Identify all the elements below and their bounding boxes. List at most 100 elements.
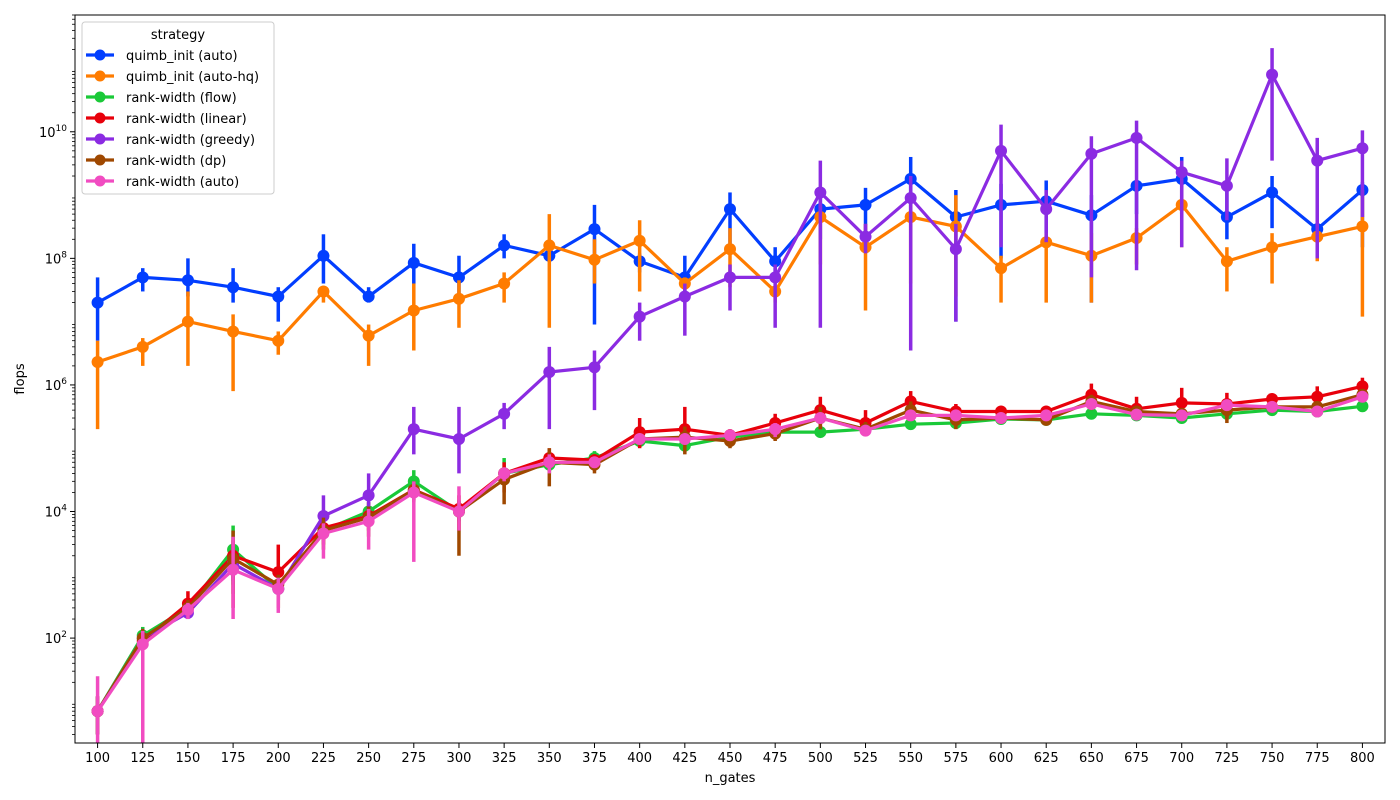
data-point bbox=[814, 186, 827, 199]
data-point bbox=[452, 292, 465, 305]
data-point bbox=[995, 144, 1008, 157]
x-tick-label: 525 bbox=[853, 751, 878, 766]
x-tick-label: 100 bbox=[85, 751, 110, 766]
data-point bbox=[1356, 220, 1369, 233]
data-point bbox=[1356, 380, 1369, 393]
data-point bbox=[588, 253, 601, 266]
data-point bbox=[91, 296, 104, 309]
data-point bbox=[1085, 407, 1098, 420]
data-point bbox=[498, 277, 511, 290]
legend-marker bbox=[94, 112, 106, 124]
x-tick-label: 425 bbox=[672, 751, 697, 766]
y-tick-exponent: 8 bbox=[61, 250, 67, 260]
data-point bbox=[904, 409, 917, 422]
data-point bbox=[136, 638, 149, 651]
data-point bbox=[272, 582, 285, 595]
data-point bbox=[452, 505, 465, 518]
x-tick-label: 600 bbox=[989, 751, 1014, 766]
legend-label: rank-width (linear) bbox=[126, 112, 247, 127]
y-tick-exponent: 6 bbox=[61, 377, 67, 387]
data-point bbox=[1311, 154, 1324, 167]
legend-label: rank-width (greedy) bbox=[126, 133, 255, 148]
x-tick-label: 175 bbox=[221, 751, 246, 766]
x-axis: 100 125 150 175 200 225 250 275 300 325 350 375 400 4… bbox=[85, 743, 1375, 766]
y-tick-base: 10 bbox=[45, 252, 62, 267]
data-point bbox=[1040, 203, 1053, 216]
data-point bbox=[814, 412, 827, 425]
y-tick-base: 10 bbox=[45, 632, 62, 647]
x-tick-label: 375 bbox=[582, 751, 607, 766]
x-tick-label: 275 bbox=[401, 751, 426, 766]
data-point bbox=[1130, 408, 1143, 421]
y-tick-label: 1010 bbox=[39, 124, 67, 141]
x-tick-label: 325 bbox=[492, 751, 517, 766]
data-point bbox=[1311, 390, 1324, 403]
data-point bbox=[407, 486, 420, 499]
x-tick-label: 250 bbox=[356, 751, 381, 766]
legend-label: quimb_init (auto) bbox=[126, 49, 238, 64]
y-tick-label: 102 bbox=[45, 630, 67, 647]
data-point bbox=[769, 423, 782, 436]
x-tick-label: 225 bbox=[311, 751, 336, 766]
data-point bbox=[1311, 405, 1324, 418]
legend-title: strategy bbox=[151, 28, 206, 43]
data-point bbox=[1356, 142, 1369, 155]
series-6 bbox=[91, 390, 1369, 743]
legend-marker bbox=[94, 133, 106, 145]
y-tick-base: 10 bbox=[45, 379, 62, 394]
x-tick-label: 150 bbox=[176, 751, 201, 766]
data-point bbox=[1356, 390, 1369, 403]
data-point bbox=[1220, 255, 1233, 268]
data-point bbox=[588, 361, 601, 374]
data-point bbox=[995, 412, 1008, 425]
x-tick-label: 475 bbox=[763, 751, 788, 766]
y-tick-base: 10 bbox=[39, 126, 56, 141]
data-point bbox=[724, 203, 736, 216]
x-tick-label: 200 bbox=[266, 751, 291, 766]
data-point bbox=[1266, 400, 1279, 413]
data-point bbox=[452, 432, 465, 445]
legend-marker bbox=[94, 49, 106, 61]
data-point bbox=[272, 334, 285, 347]
x-tick-label: 575 bbox=[943, 751, 968, 766]
data-point bbox=[181, 274, 194, 287]
data-point bbox=[633, 234, 646, 247]
data-point bbox=[1130, 131, 1143, 144]
legend-label: rank-width (dp) bbox=[126, 154, 226, 169]
data-point bbox=[724, 243, 736, 256]
data-point bbox=[1266, 241, 1279, 254]
x-tick-label: 450 bbox=[718, 751, 743, 766]
legend-frame bbox=[81, 21, 275, 195]
data-point bbox=[1220, 399, 1233, 412]
data-point bbox=[498, 239, 511, 252]
x-tick-label: 350 bbox=[537, 751, 562, 766]
y-tick-exponent: 2 bbox=[61, 630, 67, 640]
data-point bbox=[1266, 186, 1279, 199]
x-tick-label: 775 bbox=[1305, 751, 1330, 766]
data-point bbox=[904, 191, 917, 204]
data-point bbox=[1085, 147, 1098, 160]
x-tick-label: 700 bbox=[1169, 751, 1194, 766]
data-point bbox=[362, 290, 375, 303]
data-point bbox=[543, 456, 556, 469]
legend: strategy quimb_init (auto) quimb_init (au… bbox=[81, 21, 275, 195]
data-point bbox=[272, 290, 285, 303]
data-point bbox=[362, 515, 375, 528]
x-axis-label: n_gates bbox=[705, 771, 756, 786]
series-layer bbox=[91, 48, 1369, 743]
legend-label: rank-width (flow) bbox=[126, 91, 237, 106]
x-tick-label: 400 bbox=[627, 751, 652, 766]
y-tick-label: 104 bbox=[45, 504, 68, 521]
data-point bbox=[814, 426, 827, 439]
data-point bbox=[543, 366, 556, 379]
data-point bbox=[452, 271, 465, 284]
data-point bbox=[407, 423, 420, 436]
y-tick-exponent: 4 bbox=[61, 504, 67, 514]
data-point bbox=[904, 418, 917, 431]
data-point bbox=[724, 271, 736, 284]
data-point bbox=[91, 356, 104, 369]
y-axis-label: flops bbox=[13, 363, 28, 394]
x-tick-label: 300 bbox=[447, 751, 472, 766]
data-point bbox=[227, 281, 240, 294]
